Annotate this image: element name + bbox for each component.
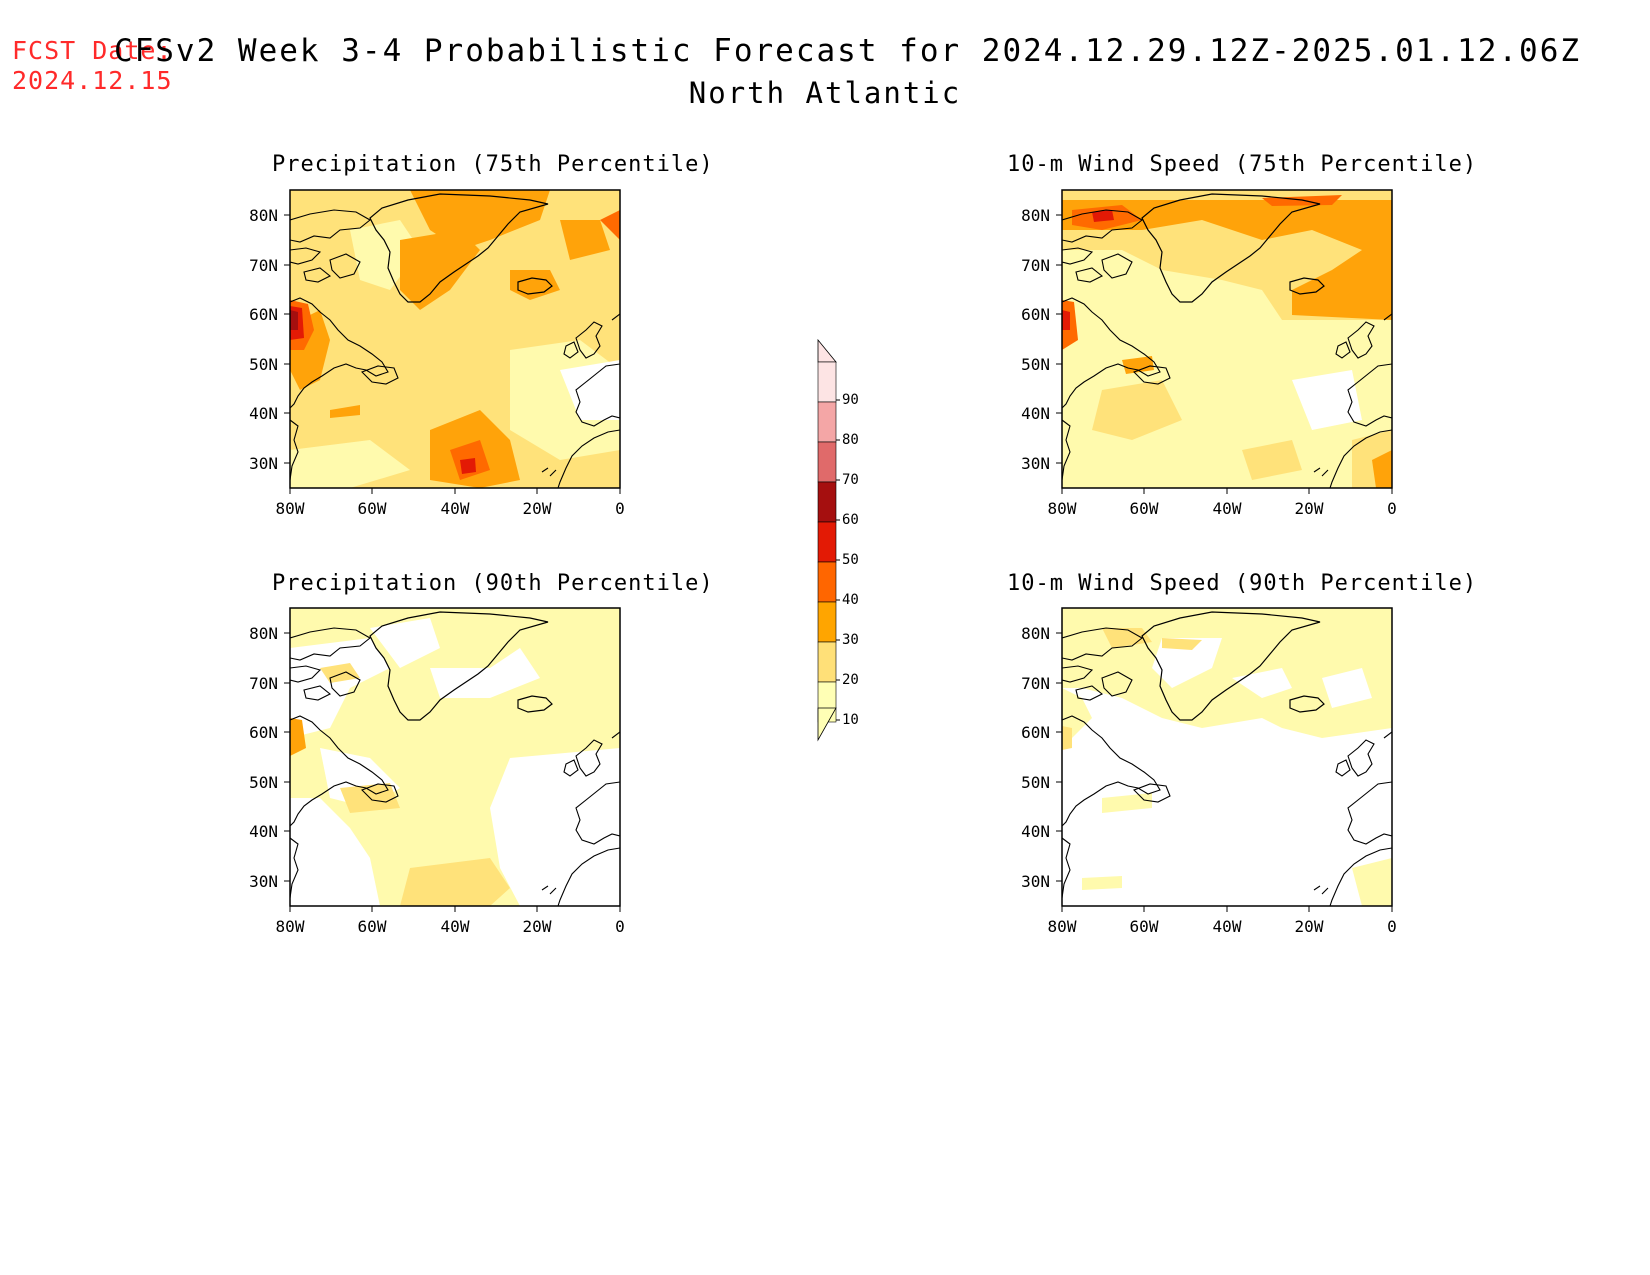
panel-title-precip-75: Precipitation (75th Percentile) <box>272 152 714 177</box>
colorbar-segment <box>817 401 837 443</box>
lat-label: 40N <box>249 822 278 841</box>
lat-label: 40N <box>1021 404 1050 423</box>
lon-label: 80W <box>1048 917 1077 936</box>
region-subtitle: North Atlantic <box>688 76 962 110</box>
lon-label: 80W <box>276 917 305 936</box>
lon-label: 60W <box>1130 499 1159 518</box>
lon-label: 40W <box>1213 917 1242 936</box>
lat-label: 30N <box>1021 454 1050 473</box>
lon-label: 0 <box>615 917 625 936</box>
lon-label: 40W <box>441 917 470 936</box>
page-title: CFSv2 Week 3-4 Probabilistic Forecast fo… <box>0 32 1650 112</box>
colorbar-top-triangle <box>817 338 837 363</box>
lon-label: 80W <box>276 499 305 518</box>
colorbar-segment <box>817 561 837 603</box>
lat-label: 60N <box>1021 723 1050 742</box>
lat-label: 80N <box>249 624 278 643</box>
lat-label: 70N <box>249 256 278 275</box>
colorbar-label: 70 <box>842 472 859 488</box>
lon-label: 40W <box>1213 499 1242 518</box>
lon-label: 0 <box>1387 499 1397 518</box>
colorbar-bottom-triangle <box>817 707 837 742</box>
lat-label: 70N <box>1021 256 1050 275</box>
colorbar-segment <box>817 521 837 563</box>
panel-title-precip-90: Precipitation (90th Percentile) <box>272 571 714 596</box>
main-title: CFSv2 Week 3-4 Probabilistic Forecast fo… <box>113 33 1582 69</box>
colorbar-label: 80 <box>842 432 859 448</box>
map-precip-75 <box>283 189 621 495</box>
panel-title-wind-90: 10-m Wind Speed (90th Percentile) <box>1007 571 1478 596</box>
colorbar-label: 50 <box>842 552 859 568</box>
lat-label: 80N <box>249 206 278 225</box>
lat-label: 30N <box>249 454 278 473</box>
colorbar-segment <box>817 481 837 523</box>
map-precip-90 <box>283 607 621 913</box>
colorbar-label: 30 <box>842 632 859 648</box>
lat-label: 60N <box>1021 305 1050 324</box>
forecast-date-value: 2024.12.15 <box>12 66 173 95</box>
lat-label: 50N <box>1021 355 1050 374</box>
lat-label: 80N <box>1021 206 1050 225</box>
lat-label: 70N <box>1021 674 1050 693</box>
lon-label: 0 <box>615 499 625 518</box>
lat-label: 60N <box>249 305 278 324</box>
lat-label: 80N <box>1021 624 1050 643</box>
lon-label: 20W <box>1295 917 1324 936</box>
forecast-date-block: FCST Date: 2024.12.15 <box>12 36 173 96</box>
lat-label: 50N <box>1021 773 1050 792</box>
lon-label: 60W <box>1130 917 1159 936</box>
lon-label: 40W <box>441 499 470 518</box>
lon-label: 20W <box>1295 499 1324 518</box>
lat-label: 70N <box>249 674 278 693</box>
lat-label: 40N <box>249 404 278 423</box>
lon-label: 60W <box>358 499 387 518</box>
colorbar-label: 90 <box>842 392 859 408</box>
colorbar-segment <box>817 361 837 403</box>
lon-label: 80W <box>1048 499 1077 518</box>
colorbar-segment <box>817 641 837 683</box>
colorbar-label: 60 <box>842 512 859 528</box>
lon-label: 60W <box>358 917 387 936</box>
panel-title-wind-75: 10-m Wind Speed (75th Percentile) <box>1007 152 1478 177</box>
colorbar-label: 20 <box>842 672 859 688</box>
lat-label: 60N <box>249 723 278 742</box>
colorbar-label: 40 <box>842 592 859 608</box>
lat-label: 50N <box>249 773 278 792</box>
colorbar-segment <box>817 601 837 643</box>
lat-label: 30N <box>1021 872 1050 891</box>
lon-label: 20W <box>523 917 552 936</box>
forecast-date-label: FCST Date: <box>12 36 173 65</box>
lon-label: 20W <box>523 499 552 518</box>
colorbar: 90 80 70 60 50 40 30 20 10 <box>817 338 859 742</box>
lat-label: 40N <box>1021 822 1050 841</box>
map-wind-75 <box>1055 189 1393 495</box>
map-wind-90 <box>1055 607 1393 913</box>
lat-label: 50N <box>249 355 278 374</box>
lat-label: 30N <box>249 872 278 891</box>
colorbar-label: 10 <box>842 712 859 728</box>
lon-label: 0 <box>1387 917 1397 936</box>
axis-labels: 80N 70N 60N 50N 40N 30N 80W 60W 40W 20W … <box>249 206 1397 936</box>
colorbar-segment <box>817 441 837 483</box>
